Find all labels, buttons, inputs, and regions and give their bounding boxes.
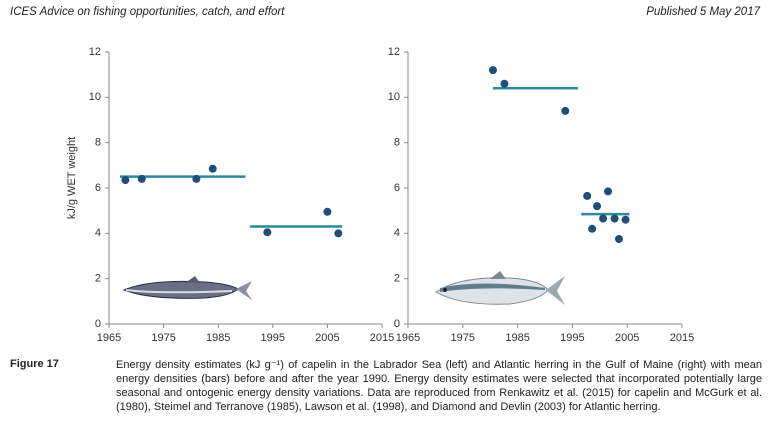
data-point [323,208,331,216]
x-tick-label: 2015 [370,332,394,344]
y-tick-label: 6 [394,182,400,194]
data-point [192,175,200,183]
x-tick-label: 2015 [670,332,694,344]
y-tick-label: 0 [95,318,101,330]
y-tick-label: 10 [89,91,101,103]
data-point [615,235,623,243]
x-tick-label: 2005 [615,332,639,344]
data-point [593,202,601,210]
y-tick-label: 2 [95,273,101,285]
data-point [583,192,591,200]
x-tick-label: 2005 [315,332,339,344]
y-tick-label: 4 [394,227,400,239]
data-point [599,215,607,223]
data-point [611,215,619,223]
data-point [263,228,271,236]
y-axis-title: kJ/g WET weight [66,137,78,219]
x-tick-label: 1965 [97,332,121,344]
y-tick-label: 4 [95,227,101,239]
y-tick-label: 12 [89,46,101,58]
page: {"header": {"left": "ICES Advice on fish… [0,0,772,439]
x-tick-label: 1975 [151,332,175,344]
y-tick-label: 0 [394,318,400,330]
data-point [138,175,146,183]
data-point [489,66,497,74]
y-tick-label: 12 [388,46,400,58]
data-point [209,165,217,173]
y-tick-label: 8 [394,137,400,149]
data-point [121,176,129,184]
data-point [622,216,630,224]
x-tick-label: 1975 [451,332,475,344]
caption-label: Figure 17 [10,358,59,370]
y-tick-label: 6 [95,182,101,194]
y-tick-label: 8 [95,137,101,149]
data-point [588,225,596,233]
x-tick-label: 1985 [505,332,529,344]
herring-icon [436,271,565,305]
data-point [561,107,569,115]
charts: 0 2 4 6 8 10 12 1965 1975 1985 1995 2005 2015 kJ/g WE… [0,0,772,350]
x-tick-label: 1995 [261,332,285,344]
y-tick-label: 10 [388,91,400,103]
data-point [500,80,508,88]
x-tick-label: 1965 [396,332,420,344]
x-tick-label: 1985 [206,332,230,344]
data-point [334,229,342,237]
caption-text: Energy density estimates (kJ g⁻¹) of cap… [116,358,762,414]
x-tick-label: 1995 [560,332,584,344]
capelin-icon [124,276,252,300]
data-point [604,187,612,195]
y-tick-label: 2 [394,273,400,285]
